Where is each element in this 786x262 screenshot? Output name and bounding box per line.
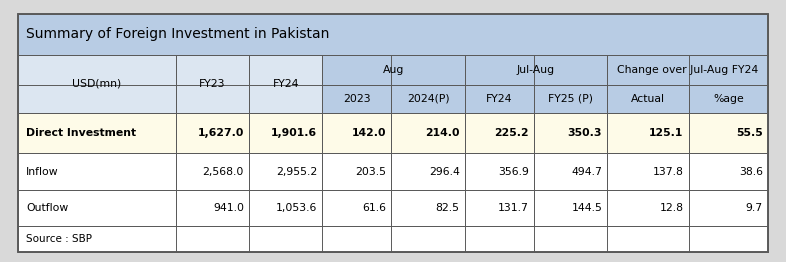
Text: Summary of Foreign Investment in Pakistan: Summary of Foreign Investment in Pakista…	[26, 27, 329, 41]
Text: FY24: FY24	[273, 79, 299, 89]
Bar	[18, 190, 176, 226]
Text: Aug: Aug	[383, 65, 404, 75]
Bar	[249, 153, 322, 190]
Bar	[465, 190, 534, 226]
Bar	[391, 153, 465, 190]
Bar	[18, 14, 768, 55]
Bar	[322, 113, 391, 153]
Text: FY25 (P): FY25 (P)	[548, 94, 593, 104]
Text: USD(mn): USD(mn)	[72, 79, 122, 89]
Text: 2024(P): 2024(P)	[407, 94, 450, 104]
Bar	[391, 190, 465, 226]
Text: %age: %age	[713, 94, 744, 104]
Bar	[465, 55, 608, 85]
Bar	[391, 85, 465, 113]
Text: Outflow: Outflow	[26, 203, 68, 213]
Bar	[608, 113, 689, 153]
Text: 131.7: 131.7	[498, 203, 529, 213]
Bar	[249, 113, 322, 153]
Bar	[534, 190, 608, 226]
Bar	[608, 153, 689, 190]
Bar	[249, 55, 322, 113]
Text: FY23: FY23	[199, 79, 226, 89]
Bar	[534, 85, 608, 113]
Bar	[465, 153, 534, 190]
Bar	[689, 153, 768, 190]
Bar	[608, 190, 689, 226]
Text: 2,568.0: 2,568.0	[203, 167, 244, 177]
Text: Change over Jul-Aug FY24: Change over Jul-Aug FY24	[617, 65, 758, 75]
Text: 82.5: 82.5	[435, 203, 460, 213]
Bar	[18, 113, 176, 153]
Text: 2023: 2023	[343, 94, 371, 104]
Text: 225.2: 225.2	[494, 128, 529, 138]
Bar	[689, 85, 768, 113]
Bar	[689, 190, 768, 226]
Bar	[534, 153, 608, 190]
Bar	[176, 153, 249, 190]
Text: Jul-Aug: Jul-Aug	[517, 65, 555, 75]
Bar	[18, 153, 176, 190]
Bar	[18, 226, 768, 252]
Text: 941.0: 941.0	[213, 203, 244, 213]
Text: 350.3: 350.3	[567, 128, 602, 138]
Text: 203.5: 203.5	[355, 167, 387, 177]
Text: Source : SBP: Source : SBP	[26, 234, 92, 244]
Bar	[391, 113, 465, 153]
Bar	[465, 113, 534, 153]
Text: 38.6: 38.6	[739, 167, 763, 177]
Text: Direct Investment: Direct Investment	[26, 128, 136, 138]
Bar	[534, 113, 608, 153]
Bar	[322, 153, 391, 190]
Bar	[18, 55, 176, 113]
Bar	[465, 85, 534, 113]
Text: 494.7: 494.7	[571, 167, 602, 177]
Text: 61.6: 61.6	[362, 203, 387, 213]
Bar	[176, 113, 249, 153]
Text: 1,053.6: 1,053.6	[276, 203, 318, 213]
Bar	[322, 190, 391, 226]
Text: 296.4: 296.4	[429, 167, 460, 177]
Bar	[322, 85, 391, 113]
Bar	[689, 113, 768, 153]
Text: 214.0: 214.0	[425, 128, 460, 138]
Bar	[608, 85, 689, 113]
Text: 12.8: 12.8	[659, 203, 684, 213]
Text: 144.5: 144.5	[571, 203, 602, 213]
Bar	[249, 190, 322, 226]
Bar	[176, 190, 249, 226]
Bar	[608, 55, 768, 85]
Text: 137.8: 137.8	[652, 167, 684, 177]
Text: 142.0: 142.0	[352, 128, 387, 138]
Text: Inflow: Inflow	[26, 167, 59, 177]
Text: FY24: FY24	[486, 94, 512, 104]
Text: 356.9: 356.9	[498, 167, 529, 177]
Text: Actual: Actual	[631, 94, 665, 104]
Text: 1,901.6: 1,901.6	[271, 128, 318, 138]
Text: 1,627.0: 1,627.0	[197, 128, 244, 138]
Text: 55.5: 55.5	[736, 128, 763, 138]
Bar	[322, 55, 465, 85]
Text: 125.1: 125.1	[649, 128, 684, 138]
Bar	[176, 55, 249, 113]
Text: 9.7: 9.7	[746, 203, 763, 213]
Text: 2,955.2: 2,955.2	[276, 167, 318, 177]
